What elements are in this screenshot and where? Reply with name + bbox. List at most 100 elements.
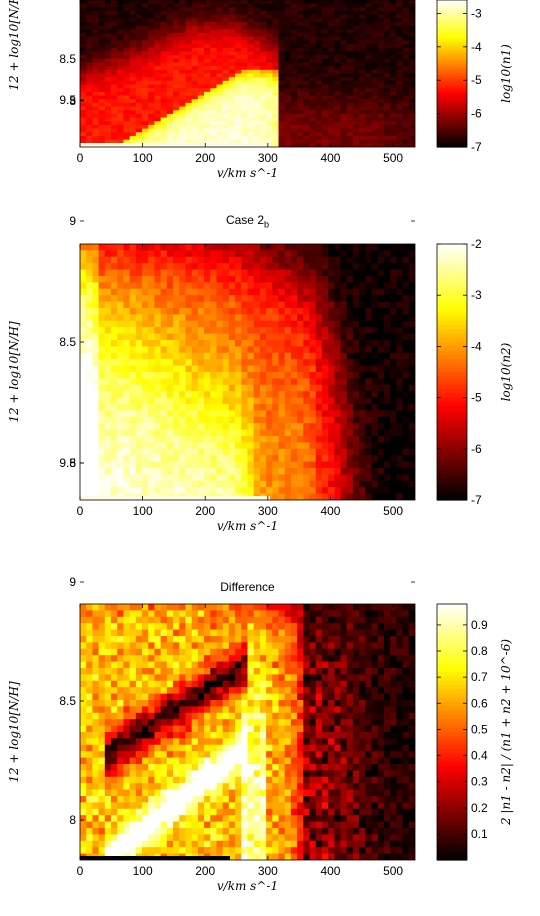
heatmap-cell <box>179 0 187 5</box>
heatmap-cell <box>247 106 255 111</box>
heatmap-cell <box>148 91 156 97</box>
heatmap-cell <box>290 121 298 126</box>
x-tick-label: 200 <box>195 151 215 165</box>
heatmap-cell <box>197 18 205 23</box>
heatmap-cell <box>142 88 149 93</box>
heatmap-cell <box>303 88 311 93</box>
heatmap-cell <box>340 69 348 75</box>
colorbar-tick-label: -3 <box>471 6 482 20</box>
heatmap-cell <box>266 7 273 12</box>
heatmap-cell <box>216 47 224 53</box>
heatmap-cell <box>228 29 236 34</box>
heatmap-cell <box>365 84 373 89</box>
heatmap-cell <box>80 14 87 19</box>
heatmap-cell <box>266 66 273 71</box>
heatmap-cell <box>371 77 379 82</box>
heatmap-cell <box>204 135 211 141</box>
heatmap-cell <box>340 14 348 19</box>
heatmap-cell <box>352 18 360 23</box>
heatmap-cell <box>272 47 280 53</box>
heatmap-cell <box>334 7 342 12</box>
heatmap-cell <box>210 124 218 130</box>
heatmap-cell <box>173 33 180 38</box>
heatmap-cell <box>92 29 100 34</box>
heatmap-cell <box>352 102 360 108</box>
heatmap-cell <box>390 0 397 5</box>
heatmap-cell <box>117 66 125 71</box>
heatmap-cell <box>259 40 267 45</box>
heatmap-cell <box>334 58 342 64</box>
heatmap-cell <box>160 7 168 12</box>
heatmap-cell <box>173 117 180 122</box>
axes-frame <box>79 0 416 148</box>
heatmap-cell <box>92 62 100 67</box>
heatmap-cell <box>191 58 199 64</box>
heatmap-cell <box>297 33 304 38</box>
heatmap-cell <box>148 80 156 86</box>
heatmap-cell <box>92 0 100 5</box>
heatmap-cell <box>148 69 156 75</box>
heatmap-cell <box>241 44 249 49</box>
heatmap-cell <box>396 0 404 5</box>
heatmap-cell <box>142 110 149 115</box>
heatmap-cell <box>247 0 255 5</box>
heatmap-cell <box>210 40 218 45</box>
heatmap-cell <box>315 73 323 78</box>
heatmap-cell <box>408 29 415 34</box>
heatmap-cell <box>303 47 311 53</box>
heatmap-cell <box>346 110 354 115</box>
heatmap-cell <box>80 106 87 111</box>
heatmap-cell <box>235 58 242 64</box>
heatmap-cell <box>135 110 143 115</box>
heatmap-cell <box>266 102 273 108</box>
heatmap-cell <box>117 22 125 27</box>
heatmap-cell <box>235 124 242 130</box>
heatmap-cell <box>104 73 112 78</box>
heatmap-cell <box>334 51 342 56</box>
heatmap-cell <box>148 128 156 133</box>
heatmap-cell <box>402 143 410 147</box>
heatmap-cell <box>123 25 131 30</box>
heatmap-cell <box>371 29 379 34</box>
heatmap-cell <box>235 77 242 82</box>
heatmap-cell <box>216 91 224 97</box>
heatmap-cell <box>216 139 224 144</box>
heatmap-cell <box>129 55 137 60</box>
heatmap-cell <box>309 117 317 122</box>
heatmap-cell <box>359 62 366 67</box>
heatmap-cell <box>123 66 131 71</box>
heatmap-cell <box>98 62 106 67</box>
heatmap-cell <box>191 106 199 111</box>
heatmap-cell <box>92 69 100 75</box>
heatmap-cell <box>278 73 286 78</box>
heatmap-cell <box>92 11 100 16</box>
heatmap-cell <box>123 91 131 97</box>
heatmap-cell <box>235 95 242 100</box>
heatmap-cell <box>210 47 218 53</box>
heatmap-cell <box>185 62 193 67</box>
heatmap-cell <box>328 11 335 16</box>
heatmap-cell <box>216 88 224 93</box>
heatmap-cell <box>117 139 125 144</box>
heatmap-cell <box>222 7 230 12</box>
colorbar-segment <box>437 19 467 23</box>
heatmap-cell <box>278 29 286 34</box>
heatmap-cell <box>284 3 292 8</box>
heatmap-cell <box>396 33 404 38</box>
heatmap-cell <box>111 3 118 8</box>
heatmap-cell <box>346 139 354 144</box>
heatmap-cell <box>92 91 100 97</box>
heatmap-cell <box>179 106 187 111</box>
heatmap-cell <box>309 80 317 86</box>
heatmap-cell <box>216 62 224 67</box>
heatmap-cell <box>179 110 187 115</box>
heatmap-cell <box>129 99 137 104</box>
heatmap-cell <box>129 132 137 137</box>
heatmap-cell <box>346 0 354 5</box>
heatmap-cell <box>408 128 415 133</box>
heatmap-cell <box>222 73 230 78</box>
heatmap-cell <box>328 110 335 115</box>
heatmap-cell <box>197 106 205 111</box>
heatmap-cell <box>278 11 286 16</box>
heatmap-cell <box>383 69 391 75</box>
